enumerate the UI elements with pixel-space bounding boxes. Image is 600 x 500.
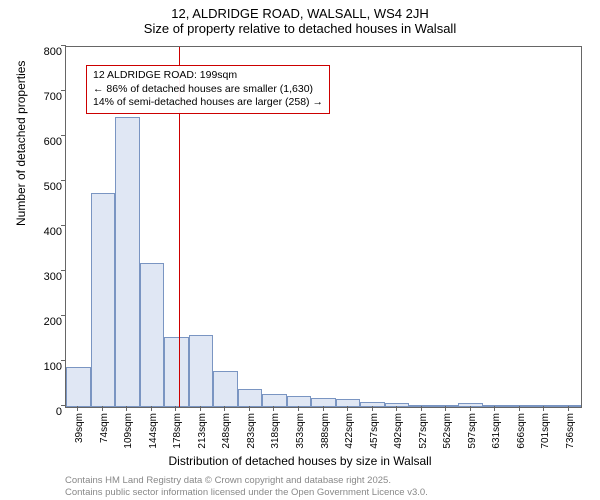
x-tick-mark [543,406,544,411]
x-tick-mark [102,406,103,411]
x-tick-label: 213sqm [197,413,208,449]
x-tick-mark [126,406,127,411]
x-tick-label: 144sqm [148,413,159,449]
y-tick-label: 100 [44,361,62,373]
y-tick-label: 600 [44,136,62,148]
x-tick-label: 74sqm [99,413,110,443]
x-tick-mark [445,406,446,411]
footer-line2: Contains public sector information licen… [65,487,428,498]
x-tick-mark [421,406,422,411]
annotation-box: 12 ALDRIDGE ROAD: 199sqm ← 86% of detach… [86,65,330,114]
histogram-bar [238,389,263,407]
page-title: 12, ALDRIDGE ROAD, WALSALL, WS4 2JH [0,0,600,21]
y-tick-label: 500 [44,181,62,193]
x-tick-mark [200,406,201,411]
x-tick-label: 353sqm [295,413,306,449]
x-tick-label: 388sqm [320,413,331,449]
histogram-bar [189,335,214,407]
x-tick-label: 178sqm [172,413,183,449]
page-subtitle: Size of property relative to detached ho… [0,21,600,40]
y-tick-label: 300 [44,271,62,283]
x-axis-label: Distribution of detached houses by size … [0,454,600,468]
histogram-bar [164,337,189,407]
annotation-line1: 12 ALDRIDGE ROAD: 199sqm [93,69,323,83]
x-tick-mark [519,406,520,411]
annotation-line3: 14% of semi-detached houses are larger (… [93,96,323,110]
y-tick-label: 0 [56,406,62,418]
footer-text: Contains HM Land Registry data © Crown c… [65,475,428,498]
x-tick-label: 597sqm [467,413,478,449]
annotation-line2: ← 86% of detached houses are smaller (1,… [93,83,323,97]
x-tick-mark [372,406,373,411]
x-tick-label: 422sqm [344,413,355,449]
histogram-bar [262,394,287,408]
x-tick-label: 109sqm [123,413,134,449]
x-axis-ticks: 39sqm 74sqm 109sqm 144sqm 178sqm 213sqm 248sqm… [65,406,580,456]
histogram-bar [66,367,91,408]
x-tick-mark [224,406,225,411]
x-tick-mark [249,406,250,411]
x-tick-label: 666sqm [516,413,527,449]
histogram-bar [213,371,238,407]
y-tick-label: 400 [44,226,62,238]
x-tick-label: 457sqm [369,413,380,449]
y-tick-label: 700 [44,91,62,103]
x-tick-mark [470,406,471,411]
x-tick-label: 562sqm [442,413,453,449]
x-tick-mark [396,406,397,411]
x-tick-mark [175,406,176,411]
x-tick-mark [298,406,299,411]
x-tick-mark [273,406,274,411]
x-tick-mark [494,406,495,411]
x-tick-label: 527sqm [418,413,429,449]
y-tick-label: 200 [44,316,62,328]
histogram-bar [115,117,140,407]
footer-line1: Contains HM Land Registry data © Crown c… [65,475,428,486]
x-tick-label: 39sqm [74,413,85,443]
x-tick-mark [347,406,348,411]
x-tick-label: 283sqm [246,413,257,449]
x-tick-mark [151,406,152,411]
x-tick-label: 701sqm [540,413,551,449]
y-tick-label: 800 [44,46,62,58]
histogram-bar [140,263,165,407]
histogram-chart: 12 ALDRIDGE ROAD: 199sqm ← 86% of detach… [65,46,582,408]
x-tick-label: 736sqm [565,413,576,449]
x-tick-label: 631sqm [491,413,502,449]
x-tick-mark [323,406,324,411]
x-tick-label: 248sqm [221,413,232,449]
histogram-bar [91,193,116,407]
y-axis-ticks: 0100200300400500600700800 [0,46,65,406]
x-tick-label: 318sqm [270,413,281,449]
x-tick-mark [568,406,569,411]
x-tick-mark [77,406,78,411]
x-tick-label: 492sqm [393,413,404,449]
